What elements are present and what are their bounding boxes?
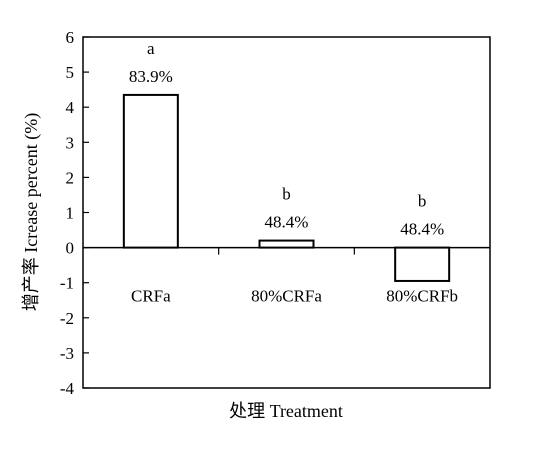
significance-letter: b — [418, 192, 427, 211]
y-tick-label: 6 — [66, 28, 75, 47]
significance-letter: b — [282, 185, 291, 204]
x-axis-title: 处理 Treatment — [229, 401, 343, 421]
y-tick-label: -1 — [60, 274, 74, 293]
bar-CRFa — [122, 93, 179, 249]
significance-letter: a — [147, 39, 155, 58]
y-axis-title: 增产率 Icrease percent (%) — [21, 113, 42, 311]
y-tick-label: 0 — [66, 239, 75, 258]
y-tick-label: -3 — [60, 344, 74, 363]
y-tick-label: 5 — [66, 63, 75, 82]
y-axis-ticks: 6 5 4 3 2 1 0 -1 -2 -3 -4 — [60, 28, 89, 398]
percent-label: 48.4% — [400, 220, 444, 239]
y-tick-label: 3 — [66, 133, 75, 152]
category-label: 80%CRFb — [386, 287, 458, 306]
bar-labels: CRFa 83.9% a 80%CRFa 48.4% b 80%CRFb 48.4% b — [129, 39, 458, 306]
y-tick-label: 2 — [66, 168, 75, 187]
y-tick-label: 4 — [66, 98, 75, 117]
percent-label: 48.4% — [265, 213, 309, 232]
percent-label: 83.9% — [129, 67, 173, 86]
y-tick-label: -2 — [60, 309, 74, 328]
category-label: CRFa — [131, 287, 171, 306]
y-tick-label: 1 — [66, 204, 75, 223]
bar-80%CRFa — [258, 239, 315, 249]
bar-80%CRFb — [394, 246, 451, 282]
y-tick-label: -4 — [60, 379, 75, 398]
bars — [122, 93, 451, 282]
category-label: 80%CRFa — [251, 287, 322, 306]
